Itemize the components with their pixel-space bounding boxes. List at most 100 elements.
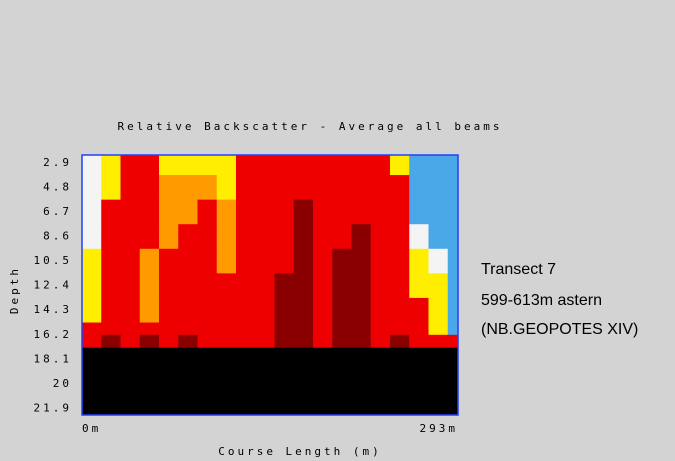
heatmap-cell bbox=[255, 347, 275, 416]
heatmap-cell bbox=[351, 248, 372, 274]
heatmap-cell bbox=[139, 334, 160, 349]
heatmap-cell bbox=[101, 199, 121, 225]
heatmap-cell bbox=[312, 297, 333, 324]
heatmap-cell bbox=[120, 334, 141, 349]
annotation: (NB.GEOPOTES XIV) bbox=[481, 321, 638, 338]
heatmap-cell bbox=[447, 199, 459, 225]
heatmap-cell bbox=[101, 175, 121, 201]
heatmap-cell bbox=[178, 347, 198, 416]
heatmap-cell bbox=[101, 248, 121, 274]
heatmap-cell bbox=[389, 224, 410, 250]
heatmap-cell bbox=[274, 175, 295, 201]
heatmap-cell bbox=[274, 224, 295, 250]
plot-frame bbox=[81, 154, 459, 416]
heatmap-cell bbox=[101, 334, 121, 349]
heatmap-cell bbox=[82, 224, 102, 250]
heatmap-cell bbox=[139, 297, 160, 324]
heatmap-cell bbox=[447, 155, 459, 176]
heatmap-cell bbox=[158, 155, 179, 176]
heatmap-cell bbox=[389, 155, 410, 176]
heatmap-cell bbox=[447, 334, 459, 349]
heatmap-cell bbox=[120, 175, 141, 201]
heatmap-cell bbox=[158, 199, 179, 225]
heatmap-cell bbox=[274, 199, 295, 225]
heatmap-cell bbox=[120, 273, 141, 299]
heatmap-cell bbox=[255, 199, 275, 225]
heatmap-cell bbox=[120, 248, 141, 274]
heatmap-cell bbox=[139, 347, 160, 416]
heatmap-cell bbox=[255, 297, 275, 324]
heatmap-cell bbox=[332, 224, 352, 250]
heatmap-cell bbox=[178, 155, 198, 176]
heatmap-cell bbox=[428, 248, 449, 274]
heatmap-cell bbox=[139, 199, 160, 225]
heatmap-cell bbox=[120, 297, 141, 324]
x-tick-label: 0m bbox=[82, 422, 101, 435]
heatmap-cell bbox=[389, 273, 410, 299]
heatmap-cell bbox=[139, 175, 160, 201]
heatmap-cell bbox=[120, 224, 141, 250]
heatmap-cell bbox=[409, 273, 429, 299]
heatmap-cell bbox=[255, 175, 275, 201]
heatmap-cell bbox=[312, 248, 333, 274]
annotation: 599-613m astern bbox=[481, 292, 602, 309]
heatmap-cell bbox=[274, 273, 295, 299]
y-tick-label: 16.2 bbox=[34, 328, 73, 341]
heatmap-cell bbox=[235, 273, 256, 299]
heatmap-cell bbox=[255, 248, 275, 274]
heatmap-cell bbox=[332, 155, 352, 176]
heatmap-cell bbox=[216, 297, 237, 324]
heatmap-cell bbox=[178, 199, 198, 225]
heatmap-cell bbox=[389, 334, 410, 349]
heatmap-cell bbox=[235, 347, 256, 416]
heatmap-cell bbox=[274, 347, 295, 416]
heatmap-cell bbox=[274, 297, 295, 324]
heatmap-cell bbox=[216, 175, 237, 201]
heatmap-cell bbox=[197, 322, 218, 336]
heatmap-cell bbox=[158, 334, 179, 349]
heatmap-cell bbox=[428, 175, 449, 201]
heatmap-cell bbox=[351, 322, 372, 336]
heatmap-cell bbox=[312, 224, 333, 250]
heatmap-cell bbox=[370, 248, 391, 274]
heatmap-cell bbox=[428, 199, 449, 225]
heatmap-cell bbox=[351, 297, 372, 324]
y-tick-label: 18.1 bbox=[34, 352, 73, 365]
heatmap-cell bbox=[389, 199, 410, 225]
heatmap-cell bbox=[370, 322, 391, 336]
heatmap-cell bbox=[389, 322, 410, 336]
heatmap-cell bbox=[389, 347, 410, 416]
heatmap-cell bbox=[389, 248, 410, 274]
heatmap-cell bbox=[82, 347, 102, 416]
heatmap-cell bbox=[332, 199, 352, 225]
heatmap-cell bbox=[312, 273, 333, 299]
heatmap-cell bbox=[82, 273, 102, 299]
heatmap-cell bbox=[389, 297, 410, 324]
y-tick-label: 12.4 bbox=[34, 279, 73, 292]
heatmap-cell bbox=[293, 347, 314, 416]
heatmap-cell bbox=[255, 322, 275, 336]
heatmap-cell bbox=[197, 347, 218, 416]
heatmap-cell bbox=[409, 199, 429, 225]
heatmap-cell bbox=[409, 347, 429, 416]
heatmap-cell bbox=[370, 334, 391, 349]
heatmap-cell bbox=[139, 273, 160, 299]
heatmap-cell bbox=[274, 334, 295, 349]
heatmap-cell bbox=[158, 273, 179, 299]
heatmap-cell bbox=[82, 155, 102, 176]
heatmap-cell bbox=[332, 297, 352, 324]
heatmap-cell bbox=[178, 248, 198, 274]
heatmap-cell bbox=[370, 347, 391, 416]
heatmap-cell bbox=[389, 175, 410, 201]
heatmap-cell bbox=[235, 175, 256, 201]
x-axis-label: Course Length (m) bbox=[218, 445, 382, 458]
heatmap-cell bbox=[197, 297, 218, 324]
y-tick-label: 21.9 bbox=[34, 402, 73, 415]
heatmap-cell bbox=[447, 297, 459, 324]
x-tick-label: 293m bbox=[420, 422, 459, 435]
heatmap-cell bbox=[197, 334, 218, 349]
heatmap-cell bbox=[370, 297, 391, 324]
heatmap-cell bbox=[178, 273, 198, 299]
heatmap-cell bbox=[216, 322, 237, 336]
